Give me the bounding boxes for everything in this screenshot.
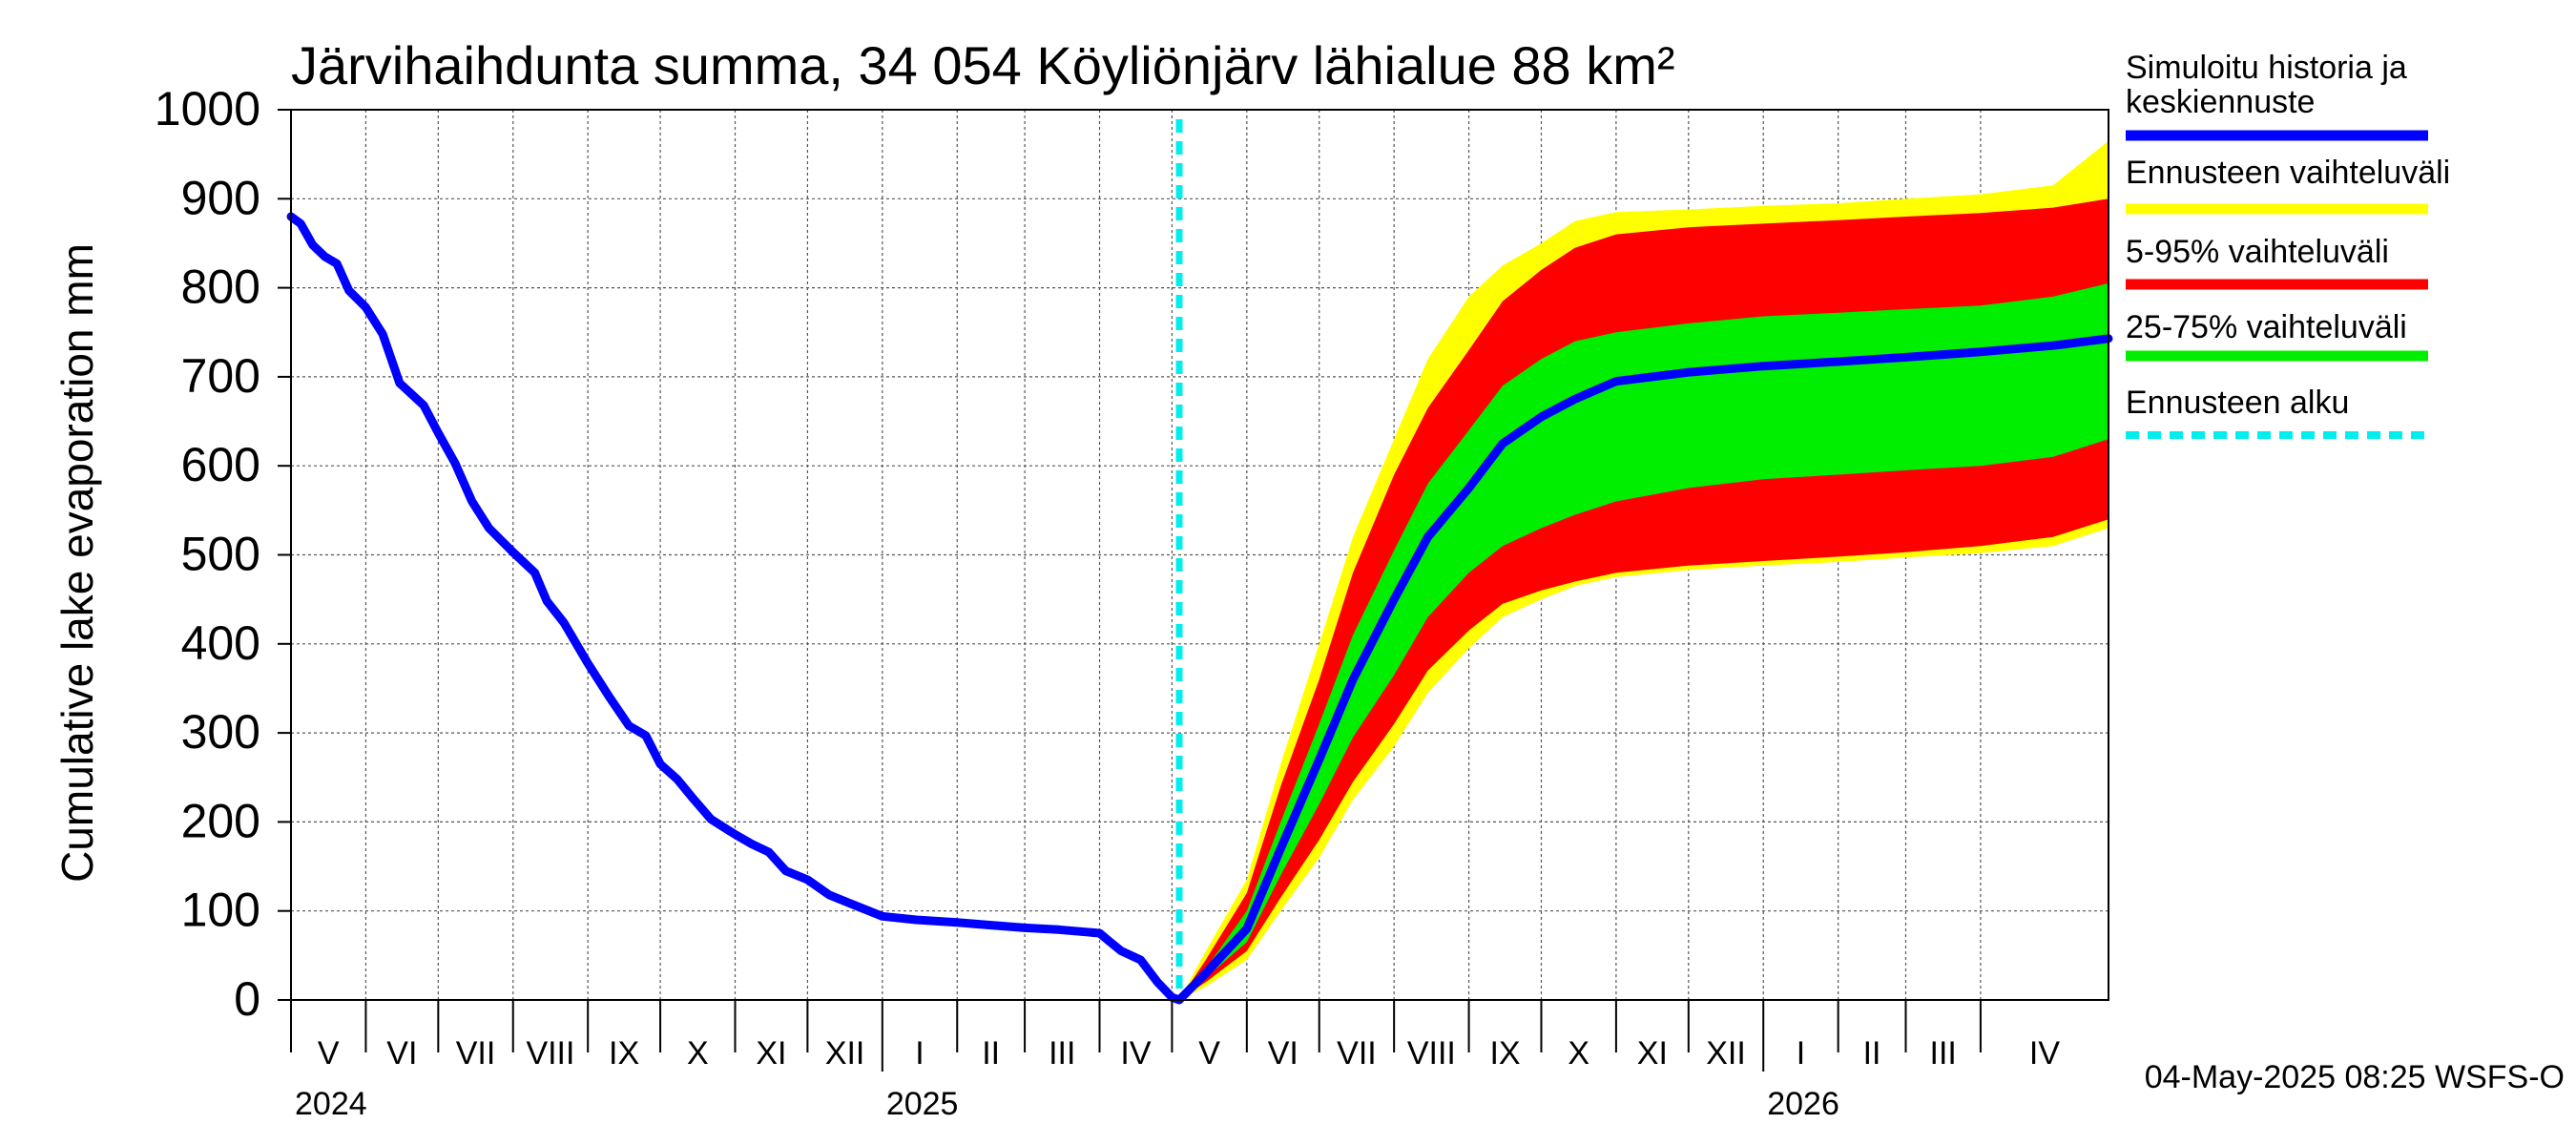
- y-tick-label: 700: [181, 349, 260, 403]
- legend-label: Ennusteen alku: [2126, 385, 2349, 421]
- y-tick-label: 800: [181, 260, 260, 314]
- x-month-label: VII: [1337, 1035, 1377, 1072]
- x-month-label: I: [1797, 1035, 1805, 1072]
- x-month-labels: V VI VII VIII IX X XI XII I II III IV V VI VII VIII IX X X…: [295, 1035, 2060, 1122]
- x-month-label: VI: [386, 1035, 417, 1072]
- x-month-label: IV: [1120, 1035, 1151, 1072]
- x-month-label: IX: [609, 1035, 639, 1072]
- band-25-75: [1179, 282, 2109, 1000]
- x-month-label: V: [318, 1035, 340, 1072]
- x-month-label: III: [1930, 1035, 1957, 1072]
- legend-label: keskiennuste: [2126, 84, 2315, 120]
- y-tick-label: 1000: [155, 82, 260, 135]
- y-tick-label: 400: [181, 616, 260, 670]
- x-month-label: VII: [456, 1035, 496, 1072]
- y-tick-label: 200: [181, 794, 260, 847]
- chart-title: Järvihaihdunta summa, 34 054 Köyliönjärv…: [291, 35, 1675, 95]
- y-tick-labels: 0 100 200 300 400 500 600 700 800 900 1000: [155, 82, 260, 1026]
- legend-label: 5-95% vaihteluväli: [2126, 234, 2389, 270]
- y-axis-label: Cumulative lake evaporation mm: [52, 243, 102, 883]
- x-month-label: X: [1568, 1035, 1589, 1072]
- x-month-label: XI: [756, 1035, 786, 1072]
- x-year-label: 2024: [295, 1086, 367, 1122]
- timestamp: 04-May-2025 08:25 WSFS-O: [2145, 1059, 2565, 1095]
- y-tick-label: 300: [181, 705, 260, 759]
- x-month-label: X: [687, 1035, 709, 1072]
- y-tick-label: 100: [181, 884, 260, 937]
- x-month-label: I: [915, 1035, 924, 1072]
- x-month-label: V: [1198, 1035, 1220, 1072]
- x-month-label: II: [1863, 1035, 1881, 1072]
- legend-label: Ennusteen vaihteluväli: [2126, 155, 2450, 191]
- x-year-label: 2026: [1767, 1086, 1839, 1122]
- x-month-label: XI: [1637, 1035, 1668, 1072]
- median-forecast-line: [1167, 334, 2113, 1005]
- y-tick-label: 900: [181, 171, 260, 224]
- x-year-label: 2025: [886, 1086, 959, 1122]
- legend-label: 25-75% vaihteluväli: [2126, 309, 2407, 345]
- legend-label: Simuloitu historia ja: [2126, 50, 2407, 86]
- x-month-label: VIII: [526, 1035, 574, 1072]
- forecast-bands: [1179, 140, 2109, 1001]
- series-lines: [286, 119, 2113, 1005]
- axes: [278, 109, 2109, 1072]
- x-month-label: IV: [2029, 1035, 2060, 1072]
- x-month-label: XII: [825, 1035, 865, 1072]
- x-month-label: III: [1049, 1035, 1075, 1072]
- plot-frame: [290, 109, 2109, 1001]
- y-tick-label: 500: [181, 528, 260, 581]
- x-month-label: IX: [1489, 1035, 1520, 1072]
- x-month-label: VI: [1268, 1035, 1298, 1072]
- y-tick-label: 600: [181, 438, 260, 491]
- history-line: [286, 212, 1176, 1002]
- y-tick-label: 0: [234, 972, 260, 1026]
- x-month-label: II: [982, 1035, 1000, 1072]
- x-month-label: XII: [1706, 1035, 1746, 1072]
- x-month-label: VIII: [1407, 1035, 1456, 1072]
